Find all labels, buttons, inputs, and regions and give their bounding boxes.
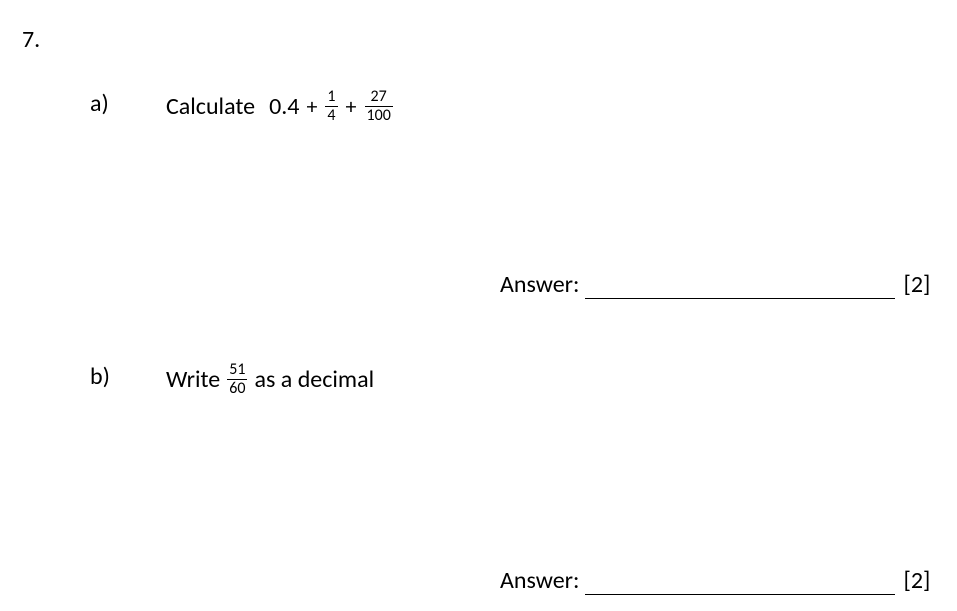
part-a-prefix: Calculate	[166, 92, 255, 121]
answer-blank-line	[585, 572, 895, 595]
question-number: 7.	[22, 25, 40, 54]
part-b-question: Write 51 60 as a decimal	[166, 362, 374, 397]
worksheet-page: 7. a) Calculate 0.4 + 1 4 + 27 100 Answe…	[0, 0, 957, 611]
part-b-answer-row: Answer: [2]	[500, 566, 930, 595]
plus-operator: +	[306, 93, 317, 120]
fraction-27-over-100: 27 100	[365, 89, 393, 124]
answer-label: Answer:	[500, 270, 579, 299]
part-a-answer-row: Answer: [2]	[500, 270, 930, 299]
marks-badge: [2]	[903, 566, 930, 595]
fraction-numerator: 27	[369, 89, 389, 106]
fraction-denominator: 60	[227, 379, 247, 397]
part-b-prefix: Write	[166, 365, 220, 394]
part-b-label: b)	[90, 362, 110, 391]
fraction-denominator: 4	[325, 106, 337, 124]
plus-operator: +	[346, 93, 357, 120]
part-a-term1: 0.4	[269, 92, 299, 121]
fraction-denominator: 100	[365, 106, 393, 124]
part-b-suffix: as a decimal	[254, 365, 374, 394]
marks-badge: [2]	[903, 270, 930, 299]
fraction-1-over-4: 1 4	[325, 89, 337, 124]
fraction-numerator: 51	[227, 362, 247, 379]
answer-blank-line	[585, 276, 895, 299]
answer-label: Answer:	[500, 566, 579, 595]
fraction-51-over-60: 51 60	[227, 362, 247, 397]
part-a-label: a)	[90, 89, 109, 118]
part-a-question: Calculate 0.4 + 1 4 + 27 100	[166, 89, 394, 124]
fraction-numerator: 1	[325, 89, 337, 106]
